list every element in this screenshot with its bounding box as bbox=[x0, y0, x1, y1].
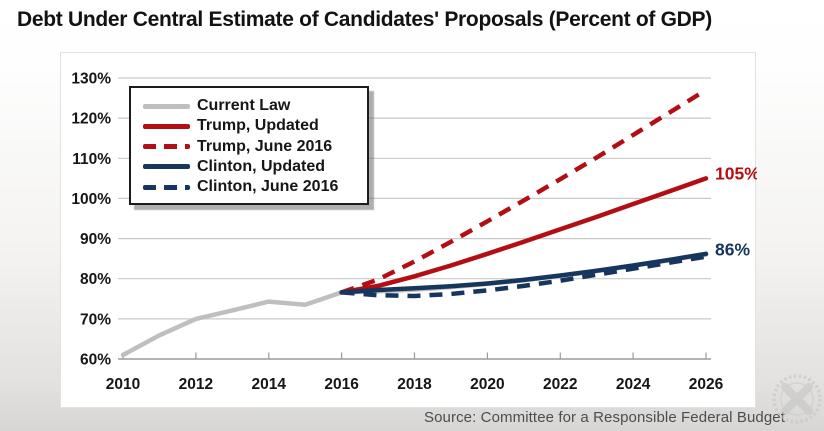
legend-swatch-trump-june-2016 bbox=[143, 144, 190, 149]
y-tick-label: 60% bbox=[80, 352, 111, 369]
legend-item-clinton-june-2016: Clinton, June 2016 bbox=[143, 177, 357, 197]
end-label-105: 105% bbox=[715, 163, 757, 183]
x-tick-label: 2016 bbox=[324, 376, 359, 393]
x-tick-label: 2010 bbox=[106, 376, 140, 393]
y-tick-label: 70% bbox=[80, 311, 111, 328]
series-line-clinton-june-2016 bbox=[341, 254, 707, 299]
series-line-trump-updated bbox=[339, 176, 709, 295]
legend-swatch-clinton-updated bbox=[143, 164, 190, 170]
x-tick-label: 2026 bbox=[689, 376, 724, 393]
x-tick-label: 2022 bbox=[543, 376, 577, 393]
legend-label: Clinton, Updated bbox=[197, 157, 325, 175]
legend-item-current-law: Current Law bbox=[143, 96, 357, 116]
legend-label: Trump, Updated bbox=[197, 117, 319, 135]
source-attribution: Source: Committee for a Responsible Fede… bbox=[424, 409, 786, 426]
y-tick-label: 90% bbox=[80, 231, 111, 248]
x-tick-label: 2018 bbox=[397, 376, 432, 393]
x-tick-label: 2024 bbox=[616, 376, 651, 393]
x-tick-label: 2020 bbox=[470, 376, 504, 393]
legend-label: Trump, June 2016 bbox=[197, 137, 333, 155]
legend-item-trump-updated: Trump, Updated bbox=[143, 116, 357, 136]
chart-legend: Current Law Trump, Updated Trump, June 2… bbox=[129, 86, 369, 205]
legend-swatch-current-law bbox=[143, 103, 190, 109]
series-line-trump-june-2016 bbox=[340, 88, 708, 295]
legend-label: Clinton, June 2016 bbox=[197, 178, 339, 195]
chart-title: Debt Under Central Estimate of Candidate… bbox=[17, 8, 712, 31]
legend-item-trump-june-2016: Trump, June 2016 bbox=[143, 137, 357, 157]
chart-panel: 60% 70% 80% 90% 100% 110% 120% 130% 2010 2012 2014… bbox=[60, 52, 757, 408]
x-tick-label: 2012 bbox=[179, 376, 213, 393]
y-tick-label: 100% bbox=[71, 191, 111, 208]
y-tick-label: 80% bbox=[80, 271, 111, 288]
watermark-emblem-icon bbox=[772, 374, 822, 424]
y-tick-label: 120% bbox=[71, 111, 111, 128]
legend-swatch-clinton-june-2016 bbox=[143, 184, 190, 190]
legend-label: Current Law bbox=[197, 97, 291, 114]
x-tick-label: 2014 bbox=[252, 376, 287, 393]
legend-swatch-trump-updated bbox=[143, 123, 190, 129]
end-label-86: 86% bbox=[715, 240, 750, 260]
series-line-clinton-updated bbox=[339, 251, 709, 295]
y-tick-label: 110% bbox=[72, 151, 111, 168]
y-tick-label: 130% bbox=[71, 71, 111, 88]
legend-item-clinton-updated: Clinton, Updated bbox=[143, 157, 357, 177]
